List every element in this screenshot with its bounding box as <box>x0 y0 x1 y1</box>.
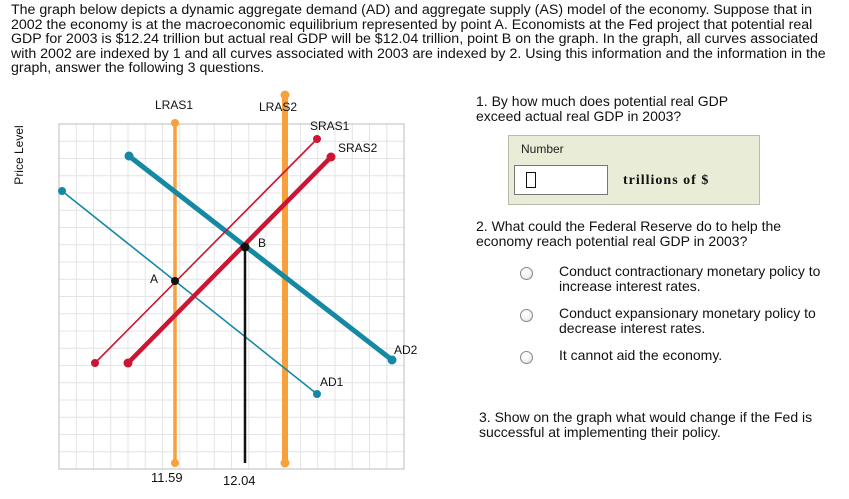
point-b-dot[interactable] <box>240 242 250 252</box>
sras2-line[interactable] <box>126 155 333 365</box>
text-cursor-icon <box>526 172 536 188</box>
sras2-bottom-handle[interactable] <box>123 358 133 368</box>
option-label: Conduct expansionary monetary policy to … <box>559 305 816 336</box>
sras2-top-handle[interactable] <box>326 152 336 162</box>
ad2-top-handle[interactable] <box>124 151 134 161</box>
sras2-label: SRAS2 <box>338 141 378 155</box>
ad2-line[interactable] <box>127 154 394 362</box>
ad2-label: AD2 <box>394 343 418 357</box>
question-2-text: 2. What could the Federal Reserve do to … <box>476 218 782 249</box>
number-label: Number <box>521 142 564 156</box>
x-tick-12-04: 12.04 <box>223 473 256 488</box>
gdp-gap-input[interactable] <box>514 165 608 195</box>
ad1-bottom-handle[interactable] <box>313 390 321 398</box>
point-a-dot[interactable] <box>171 277 179 285</box>
radio-button-icon[interactable] <box>520 309 533 322</box>
number-answer-box: Number trillions of $ <box>508 135 760 205</box>
ad2-bottom-handle[interactable] <box>387 355 397 365</box>
question-3-text: 3. Show on the graph what would change i… <box>479 409 813 440</box>
radio-button-icon[interactable] <box>520 351 533 364</box>
lras2-label: LRAS2 <box>259 100 297 114</box>
ad1-label: AD1 <box>320 375 344 389</box>
x-tick-11-59: 11.59 <box>151 470 183 485</box>
sras1-bottom-handle[interactable] <box>91 359 99 367</box>
graph-grid <box>59 124 404 469</box>
graph-frame <box>58 123 405 470</box>
ad1-line[interactable] <box>61 190 318 395</box>
point-b-label: B <box>258 236 266 250</box>
sras1-line[interactable] <box>94 138 318 364</box>
lras1-top-handle[interactable] <box>171 119 179 127</box>
option-label: It cannot aid the economy. <box>559 347 723 363</box>
sras1-top-handle[interactable] <box>313 135 321 143</box>
lras2-bottom-handle[interactable] <box>280 458 290 468</box>
lras1-bottom-handle[interactable] <box>171 459 179 467</box>
lras1-label: LRAS1 <box>155 98 193 112</box>
option-label: Conduct contractionary monetary policy t… <box>559 263 821 294</box>
question-1-text: 1. By how much does potential real GDP e… <box>476 93 728 124</box>
radio-button-icon[interactable] <box>520 267 533 280</box>
point-a-label: A <box>150 272 158 286</box>
problem-intro: The graph below depicts a dynamic aggreg… <box>11 2 826 77</box>
sras1-label: SRAS1 <box>310 119 350 133</box>
unit-label: trillions of $ <box>623 173 710 188</box>
ad1-top-handle[interactable] <box>58 187 66 195</box>
lras2-top-handle[interactable] <box>280 90 290 100</box>
